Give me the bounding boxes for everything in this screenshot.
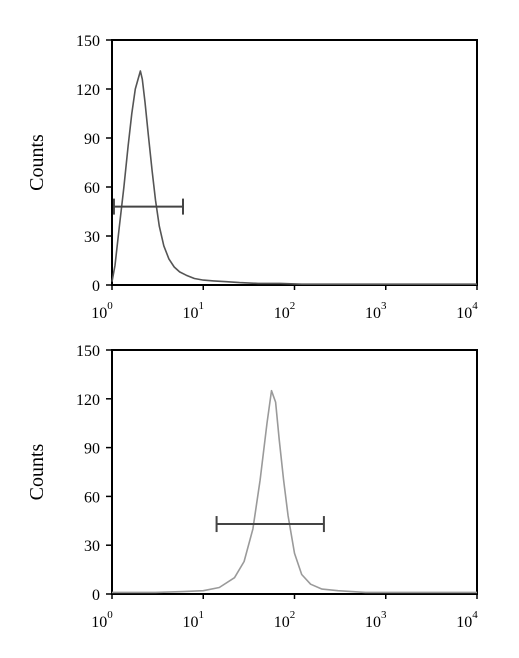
y-tick-label: 90 [84, 131, 100, 148]
x-tick-label: 100 [91, 300, 113, 322]
x-tick-exponent: 3 [381, 609, 387, 621]
x-tick-exponent: 1 [199, 609, 205, 621]
y-tick-label: 90 [84, 441, 100, 458]
plot-frame [111, 349, 478, 595]
y-axis-label: Counts [26, 134, 48, 191]
histogram-line [112, 389, 477, 594]
x-tick-base: 10 [274, 614, 290, 631]
y-tick-label: 30 [84, 229, 100, 246]
histogram-line [111, 70, 477, 286]
x-tick-exponent: 4 [472, 300, 478, 312]
x-tick-base: 10 [274, 305, 290, 322]
y-tick-label: 60 [84, 180, 100, 197]
x-tick-label: 104 [456, 609, 478, 631]
y-tick-label: 120 [76, 82, 100, 99]
x-tick-label: 101 [183, 300, 205, 322]
y-tick-label: 0 [92, 278, 100, 295]
x-tick-label: 104 [456, 300, 478, 322]
x-tick-exponent: 0 [107, 300, 113, 312]
y-tick-label: 150 [76, 343, 100, 360]
y-tick-label: 60 [84, 489, 100, 506]
x-tick-label: 102 [274, 609, 296, 631]
x-tick-label: 103 [365, 300, 387, 322]
x-tick-exponent: 4 [472, 609, 478, 621]
y-axis-label: Counts [26, 443, 48, 500]
plot-frame [111, 39, 478, 286]
x-tick-base: 10 [183, 305, 199, 322]
x-tick-label: 101 [183, 609, 205, 631]
x-tick-base: 10 [91, 614, 107, 631]
x-tick-exponent: 2 [290, 609, 296, 621]
y-tick-label: 120 [76, 392, 100, 409]
x-tick-base: 10 [365, 614, 381, 631]
x-tick-base: 10 [456, 614, 472, 631]
x-tick-base: 10 [183, 614, 199, 631]
x-tick-exponent: 3 [381, 300, 387, 312]
x-tick-exponent: 0 [107, 609, 113, 621]
x-tick-label: 100 [91, 609, 113, 631]
x-tick-base: 10 [91, 305, 107, 322]
x-tick-label: 103 [365, 609, 387, 631]
y-tick-label: 30 [84, 538, 100, 555]
x-tick-exponent: 1 [199, 300, 205, 312]
y-tick-label: 150 [76, 33, 100, 50]
y-tick-label: 0 [92, 587, 100, 604]
x-tick-exponent: 2 [290, 300, 296, 312]
x-tick-base: 10 [456, 305, 472, 322]
x-tick-label: 102 [274, 300, 296, 322]
x-tick-base: 10 [365, 305, 381, 322]
